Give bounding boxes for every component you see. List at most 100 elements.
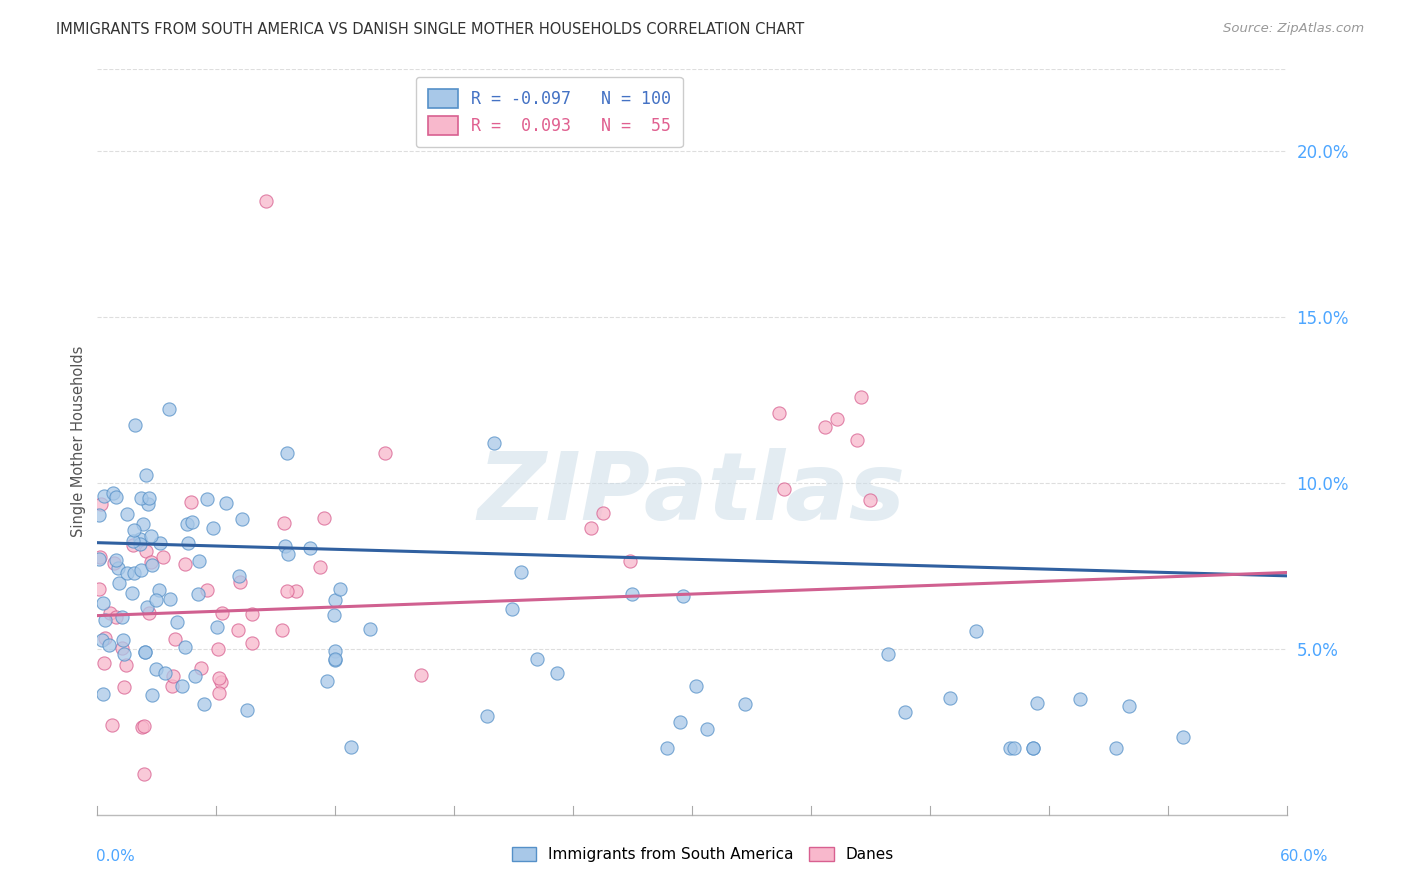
Point bbox=[177, 536, 200, 550]
Point bbox=[131, 720, 153, 734]
Point bbox=[308, 560, 330, 574]
Point bbox=[894, 705, 917, 719]
Point bbox=[501, 602, 523, 616]
Point bbox=[284, 583, 307, 598]
Point bbox=[180, 495, 202, 509]
Point bbox=[207, 619, 229, 633]
Point bbox=[134, 645, 156, 659]
Point bbox=[152, 550, 174, 565]
Point bbox=[138, 606, 160, 620]
Text: ZIPatlas: ZIPatlas bbox=[478, 448, 905, 540]
Point bbox=[242, 635, 264, 649]
Point bbox=[1022, 741, 1045, 756]
Point bbox=[132, 718, 155, 732]
Point bbox=[111, 610, 134, 624]
Point bbox=[696, 722, 718, 736]
Point bbox=[685, 679, 707, 693]
Point bbox=[939, 690, 962, 705]
Point bbox=[359, 622, 381, 636]
Point bbox=[193, 697, 215, 711]
Point bbox=[98, 607, 121, 621]
Point bbox=[482, 436, 505, 450]
Point bbox=[228, 568, 250, 582]
Point bbox=[274, 539, 297, 553]
Point bbox=[825, 412, 848, 426]
Point bbox=[159, 592, 181, 607]
Point bbox=[1022, 741, 1045, 756]
Point bbox=[162, 669, 184, 683]
Point bbox=[592, 506, 614, 520]
Point bbox=[276, 446, 298, 460]
Point bbox=[93, 656, 115, 670]
Point bbox=[165, 632, 187, 646]
Point bbox=[323, 644, 346, 658]
Point bbox=[157, 402, 180, 417]
Point bbox=[124, 417, 146, 432]
Point bbox=[136, 599, 159, 614]
Point bbox=[111, 632, 134, 647]
Point bbox=[340, 739, 363, 754]
Point bbox=[91, 687, 114, 701]
Point bbox=[208, 686, 231, 700]
Point bbox=[176, 516, 198, 531]
Point bbox=[298, 541, 321, 555]
Point bbox=[122, 533, 145, 548]
Point bbox=[131, 563, 153, 577]
Point bbox=[814, 419, 837, 434]
Point bbox=[107, 561, 129, 575]
Point bbox=[323, 607, 346, 622]
Point bbox=[121, 586, 143, 600]
Point bbox=[187, 586, 209, 600]
Point bbox=[188, 554, 211, 568]
Point bbox=[312, 510, 335, 524]
Point bbox=[1026, 696, 1049, 710]
Point bbox=[174, 557, 197, 571]
Point bbox=[139, 529, 162, 543]
Point bbox=[115, 507, 138, 521]
Point bbox=[211, 675, 233, 690]
Point bbox=[859, 492, 882, 507]
Point bbox=[215, 495, 238, 509]
Point bbox=[90, 633, 112, 648]
Point bbox=[1000, 741, 1022, 756]
Point bbox=[231, 511, 253, 525]
Point bbox=[112, 681, 135, 695]
Point bbox=[323, 653, 346, 667]
Point bbox=[166, 615, 188, 629]
Point bbox=[329, 582, 352, 596]
Point bbox=[115, 566, 138, 580]
Point bbox=[254, 194, 277, 209]
Point bbox=[475, 709, 498, 723]
Point bbox=[89, 582, 111, 597]
Point bbox=[877, 647, 900, 661]
Point bbox=[135, 544, 157, 558]
Y-axis label: Single Mother Households: Single Mother Households bbox=[72, 346, 86, 537]
Point bbox=[101, 717, 124, 731]
Point bbox=[323, 652, 346, 666]
Text: 60.0%: 60.0% bbox=[1281, 849, 1329, 863]
Point bbox=[195, 583, 218, 598]
Point bbox=[1002, 741, 1025, 756]
Point bbox=[211, 607, 233, 621]
Point bbox=[136, 497, 159, 511]
Point bbox=[129, 491, 152, 505]
Point bbox=[97, 638, 120, 652]
Point bbox=[124, 523, 146, 537]
Point bbox=[734, 697, 756, 711]
Point bbox=[184, 669, 207, 683]
Point bbox=[619, 554, 641, 568]
Point bbox=[1171, 731, 1194, 745]
Point bbox=[526, 652, 548, 666]
Point bbox=[149, 535, 172, 549]
Legend: R = -0.097   N = 100, R =  0.093   N =  55: R = -0.097 N = 100, R = 0.093 N = 55 bbox=[416, 77, 682, 147]
Point bbox=[94, 631, 117, 645]
Point bbox=[768, 406, 790, 420]
Point bbox=[89, 552, 111, 566]
Point bbox=[105, 553, 128, 567]
Point bbox=[145, 593, 167, 607]
Text: Source: ZipAtlas.com: Source: ZipAtlas.com bbox=[1223, 22, 1364, 36]
Point bbox=[621, 587, 644, 601]
Point bbox=[107, 575, 129, 590]
Point bbox=[197, 492, 219, 507]
Point bbox=[135, 467, 157, 482]
